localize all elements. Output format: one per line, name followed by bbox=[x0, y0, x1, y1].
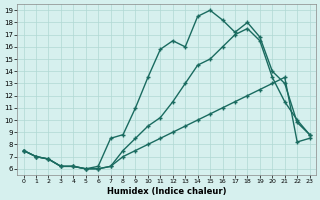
X-axis label: Humidex (Indice chaleur): Humidex (Indice chaleur) bbox=[107, 187, 226, 196]
